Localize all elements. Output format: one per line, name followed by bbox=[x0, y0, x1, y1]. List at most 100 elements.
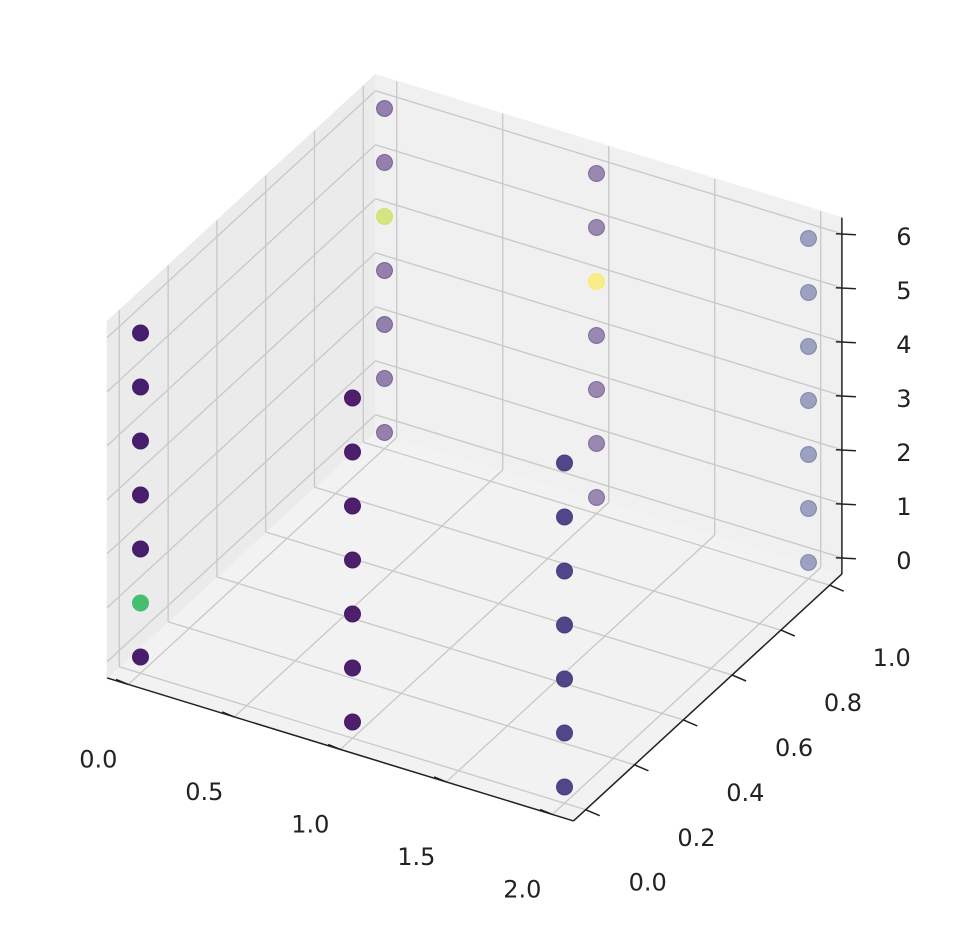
data-point bbox=[344, 389, 361, 407]
x-tick-label: 1.5 bbox=[397, 843, 435, 871]
y-gridline bbox=[363, 441, 830, 586]
data-point bbox=[376, 100, 393, 117]
y-gridline bbox=[216, 576, 684, 721]
data-point bbox=[344, 659, 361, 677]
data-point bbox=[800, 230, 817, 247]
z-gridline bbox=[106, 414, 376, 663]
y-tick-mark bbox=[585, 809, 600, 817]
z-tick-label: 3 bbox=[896, 385, 911, 413]
axis-lines bbox=[106, 217, 856, 822]
z-gridline bbox=[375, 414, 843, 559]
data-point bbox=[344, 497, 361, 515]
z-tick-mark bbox=[835, 287, 856, 290]
z-gridline bbox=[375, 306, 843, 451]
z-gridline bbox=[375, 360, 843, 505]
data-point bbox=[588, 435, 605, 452]
x-gridline bbox=[233, 469, 504, 718]
data-point bbox=[588, 219, 605, 236]
data-point bbox=[376, 316, 393, 333]
x-axis-line bbox=[106, 677, 574, 822]
z-gridline bbox=[375, 144, 843, 289]
z-tick-label: 4 bbox=[896, 331, 911, 359]
data-point bbox=[132, 432, 149, 450]
y-tick-label: 1.0 bbox=[873, 644, 911, 672]
data-point bbox=[800, 446, 817, 463]
data-point bbox=[556, 454, 573, 472]
z-gridline bbox=[106, 306, 376, 555]
y-tick-label: 0.6 bbox=[775, 734, 813, 762]
z-gridline bbox=[375, 252, 843, 397]
data-point bbox=[132, 594, 149, 612]
data-point bbox=[132, 540, 149, 558]
y-tick-mark bbox=[780, 629, 796, 637]
z-tick-mark bbox=[835, 341, 856, 344]
z-gridline bbox=[106, 252, 376, 501]
y-tick-mark bbox=[829, 584, 844, 592]
x-gridline bbox=[339, 501, 610, 750]
y-tick-mark bbox=[731, 674, 747, 682]
z-tick-label: 5 bbox=[896, 277, 911, 305]
data-point bbox=[344, 443, 361, 461]
tick-labels: 0.0 0.5 1.0 1.5 2.0 0.0 0.2 0.4 0.6 0.8 1.0 0 1 2 3 4 5 6 bbox=[79, 223, 911, 904]
x-tick-label: 0.5 bbox=[185, 778, 223, 806]
data-point bbox=[376, 208, 393, 225]
data-point bbox=[556, 616, 573, 634]
y-tick-label: 0.4 bbox=[726, 779, 764, 807]
data-point bbox=[588, 489, 605, 506]
z-tick-mark bbox=[835, 449, 856, 452]
z-gridline bbox=[106, 360, 376, 609]
z-gridline bbox=[375, 198, 843, 343]
data-point bbox=[800, 338, 817, 355]
data-point bbox=[376, 370, 393, 387]
y-tick-label: 0.8 bbox=[824, 689, 862, 717]
z-tick-label: 6 bbox=[896, 223, 911, 251]
data-point bbox=[344, 605, 361, 623]
z-tick-mark bbox=[835, 503, 856, 506]
data-point bbox=[376, 154, 393, 171]
y-tick-mark bbox=[683, 719, 698, 727]
data-point bbox=[132, 486, 149, 504]
data-point bbox=[800, 284, 817, 301]
y-tick-label: 0.0 bbox=[629, 869, 667, 897]
z-tick-label: 2 bbox=[896, 439, 911, 467]
data-point bbox=[344, 713, 361, 731]
data-point bbox=[376, 262, 393, 279]
y-gridline bbox=[265, 531, 733, 676]
x-tick-label: 2.0 bbox=[503, 875, 541, 903]
z-tick-label: 1 bbox=[896, 493, 911, 521]
x-tick-label: 0.0 bbox=[79, 745, 117, 773]
x-tick-label: 1.0 bbox=[291, 810, 329, 838]
y-gridline bbox=[119, 666, 586, 811]
data-point bbox=[588, 165, 605, 182]
z-gridline bbox=[106, 144, 376, 393]
y-tick-mark bbox=[634, 764, 649, 772]
data-point bbox=[556, 724, 573, 742]
y-gridline bbox=[314, 486, 782, 631]
y-axis-line bbox=[572, 573, 843, 822]
data-point bbox=[556, 778, 573, 796]
z-tick-mark bbox=[835, 233, 856, 236]
data-point bbox=[556, 562, 573, 580]
data-point bbox=[556, 508, 573, 526]
data-point bbox=[132, 324, 149, 342]
z-tick-mark bbox=[835, 395, 856, 398]
z-gridline bbox=[106, 90, 376, 339]
x-gridline bbox=[551, 566, 822, 815]
data-point bbox=[132, 648, 149, 666]
data-point bbox=[376, 424, 393, 441]
y-gridline bbox=[167, 621, 635, 766]
data-point bbox=[588, 327, 605, 344]
data-point bbox=[588, 273, 605, 290]
data-point bbox=[132, 378, 149, 396]
data-point bbox=[800, 500, 817, 517]
data-point bbox=[344, 551, 361, 569]
x-gridline bbox=[127, 436, 398, 685]
x-gridline bbox=[445, 534, 716, 783]
z-gridline bbox=[375, 90, 843, 235]
data-point bbox=[556, 670, 573, 688]
z-tick-label: 0 bbox=[896, 547, 911, 575]
data-point bbox=[800, 392, 817, 409]
data-points bbox=[132, 100, 817, 796]
z-tick-mark bbox=[835, 557, 856, 560]
